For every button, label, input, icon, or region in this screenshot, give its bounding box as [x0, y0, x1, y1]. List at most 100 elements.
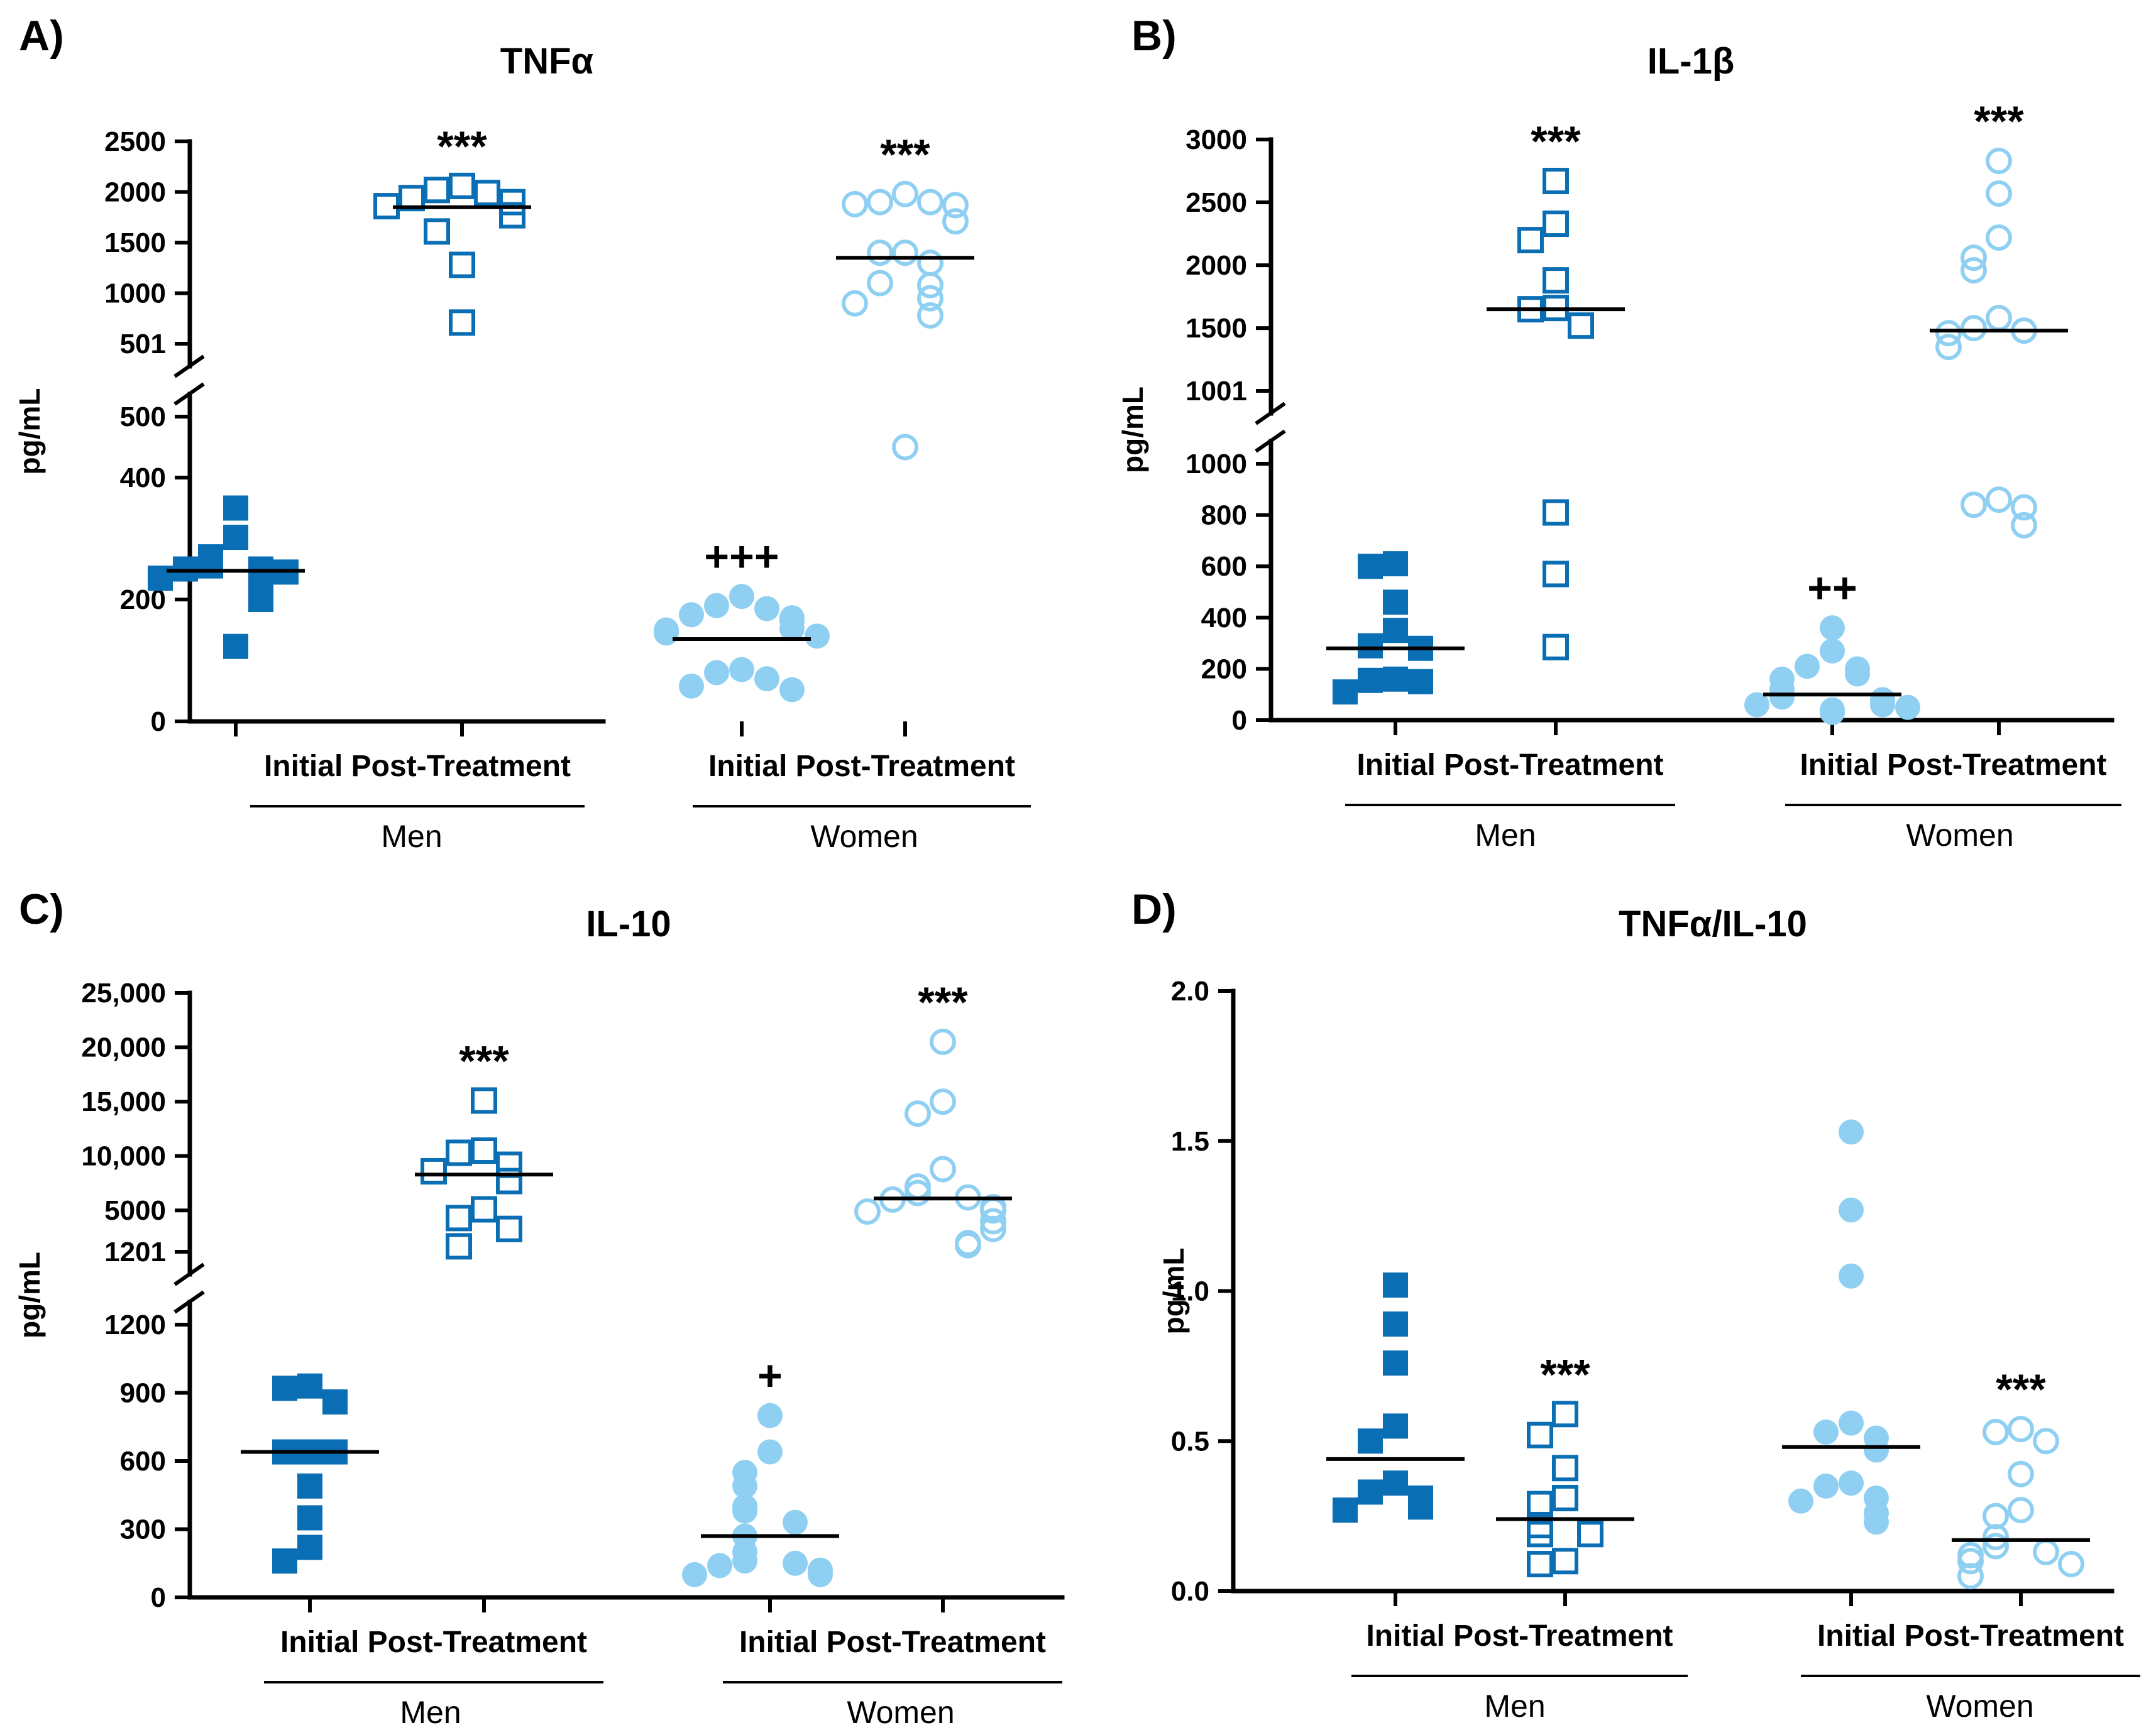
data-point — [1408, 669, 1433, 694]
y-tick-label: 1200 — [104, 1310, 166, 1340]
data-point — [783, 1509, 808, 1535]
panel-label: A) — [19, 12, 64, 60]
data-point — [930, 1028, 956, 1055]
y-tick-label: 2500 — [104, 126, 166, 157]
x-group-label: Initial Post-Treatment — [708, 750, 1015, 783]
significance-marker: *** — [1531, 118, 1581, 165]
data-point — [1383, 589, 1408, 615]
data-point — [1577, 1521, 1603, 1548]
y-tick-label: 20,000 — [81, 1032, 166, 1063]
x-group-label: Initial Post-Treatment — [1366, 1619, 1673, 1653]
data-point — [1895, 694, 1920, 720]
data-point — [1935, 334, 1962, 361]
data-point — [917, 249, 943, 276]
panel-label: C) — [19, 885, 64, 933]
y-tick-label: 1000 — [1185, 449, 1247, 479]
data-point — [272, 1376, 297, 1401]
axis-break-mark — [173, 382, 205, 406]
y-tick-label: 1201 — [104, 1237, 166, 1267]
data-point — [1957, 1548, 1984, 1575]
panel-title: TNFα/IL-10 — [1619, 904, 1807, 944]
panel-1: A)TNFα02004005005011000150020002500pg/mL… — [13, 12, 1031, 854]
y-tick-label: 5000 — [104, 1195, 166, 1226]
y-tick-label: 1000 — [104, 278, 166, 309]
y-tick-label: 2000 — [1185, 250, 1247, 281]
data-point — [1795, 654, 1820, 679]
data-point — [2011, 494, 2037, 521]
data-point — [732, 1498, 757, 1524]
y-tick-label: 600 — [1201, 551, 1247, 582]
data-point — [1983, 1524, 2009, 1551]
y-tick-label: 0 — [1232, 705, 1247, 736]
y-tick-label: 3000 — [1185, 124, 1247, 155]
significance-marker: *** — [437, 123, 487, 170]
data-point — [917, 285, 943, 312]
panel-label: D) — [1131, 885, 1177, 933]
data-point — [1839, 1470, 1864, 1496]
x-group-label: Initial Post-Treatment — [739, 1626, 1046, 1659]
x-sex-label: Men — [1484, 1688, 1545, 1724]
axis-break-mark — [1255, 429, 1286, 453]
data-point — [1864, 1437, 1889, 1463]
data-point — [1983, 1418, 2009, 1445]
data-point — [2058, 1551, 2084, 1578]
y-axis-label: pg/mL — [1116, 386, 1149, 473]
x-group-label: Initial Post-Treatment — [280, 1626, 587, 1659]
axis-break-mark — [173, 1290, 205, 1314]
data-point — [1543, 211, 1569, 238]
y-tick-label: 400 — [1201, 603, 1247, 633]
data-point — [1961, 257, 1987, 284]
y-tick-label: 10,000 — [81, 1141, 166, 1172]
y-tick-label: 2.0 — [1171, 976, 1209, 1007]
x-group-label: Initial Post-Treatment — [1817, 1619, 2124, 1653]
y-tick-label: 0.5 — [1171, 1426, 1209, 1457]
data-point — [867, 239, 893, 266]
y-axis-label: pg/mL — [13, 1252, 46, 1338]
data-point — [198, 553, 223, 579]
data-point — [449, 309, 475, 336]
data-point — [842, 190, 868, 217]
data-point — [905, 1100, 931, 1127]
significance-marker: *** — [918, 978, 968, 1026]
x-sex-label: Men — [400, 1695, 461, 1730]
significance-marker: + — [757, 1352, 783, 1400]
data-point — [905, 1179, 931, 1207]
data-point — [1552, 1484, 1578, 1511]
data-point — [449, 251, 475, 278]
data-point — [446, 1233, 472, 1260]
x-sex-label: Women — [1906, 818, 2013, 853]
data-point — [942, 192, 969, 219]
panel-2: B) IL-1β 0 200 400 600 800 1000 1001 1500 2000 2500… — [1116, 12, 2121, 853]
data-point — [471, 1137, 497, 1164]
data-point — [754, 596, 779, 621]
data-point — [704, 593, 729, 618]
data-point — [654, 620, 679, 646]
data-point — [1408, 1494, 1433, 1520]
data-point — [854, 1198, 881, 1225]
data-point — [754, 666, 779, 692]
data-point — [322, 1389, 348, 1415]
data-point — [297, 1473, 322, 1499]
y-tick-label: 1001 — [1185, 376, 1247, 407]
data-point — [471, 1196, 497, 1223]
panel-label: B) — [1131, 12, 1177, 60]
y-axis-label: pg/mL — [1157, 1248, 1190, 1335]
data-point — [424, 177, 450, 204]
x-sex-label: Women — [847, 1695, 954, 1730]
data-point — [449, 172, 475, 199]
data-point — [496, 1168, 522, 1195]
data-point — [1383, 1350, 1408, 1376]
axis-break-mark — [173, 354, 205, 378]
panel-title: TNFα — [500, 41, 594, 82]
data-point — [1935, 320, 1962, 347]
data-point — [1552, 1401, 1578, 1428]
data-point — [474, 180, 500, 207]
data-point — [1986, 180, 2012, 207]
y-tick-label: 2500 — [1185, 187, 1247, 218]
axis-break-mark — [1255, 402, 1286, 425]
data-point — [779, 677, 805, 703]
data-point — [732, 1548, 757, 1574]
data-point — [1527, 1421, 1553, 1448]
data-point — [1813, 1419, 1839, 1445]
